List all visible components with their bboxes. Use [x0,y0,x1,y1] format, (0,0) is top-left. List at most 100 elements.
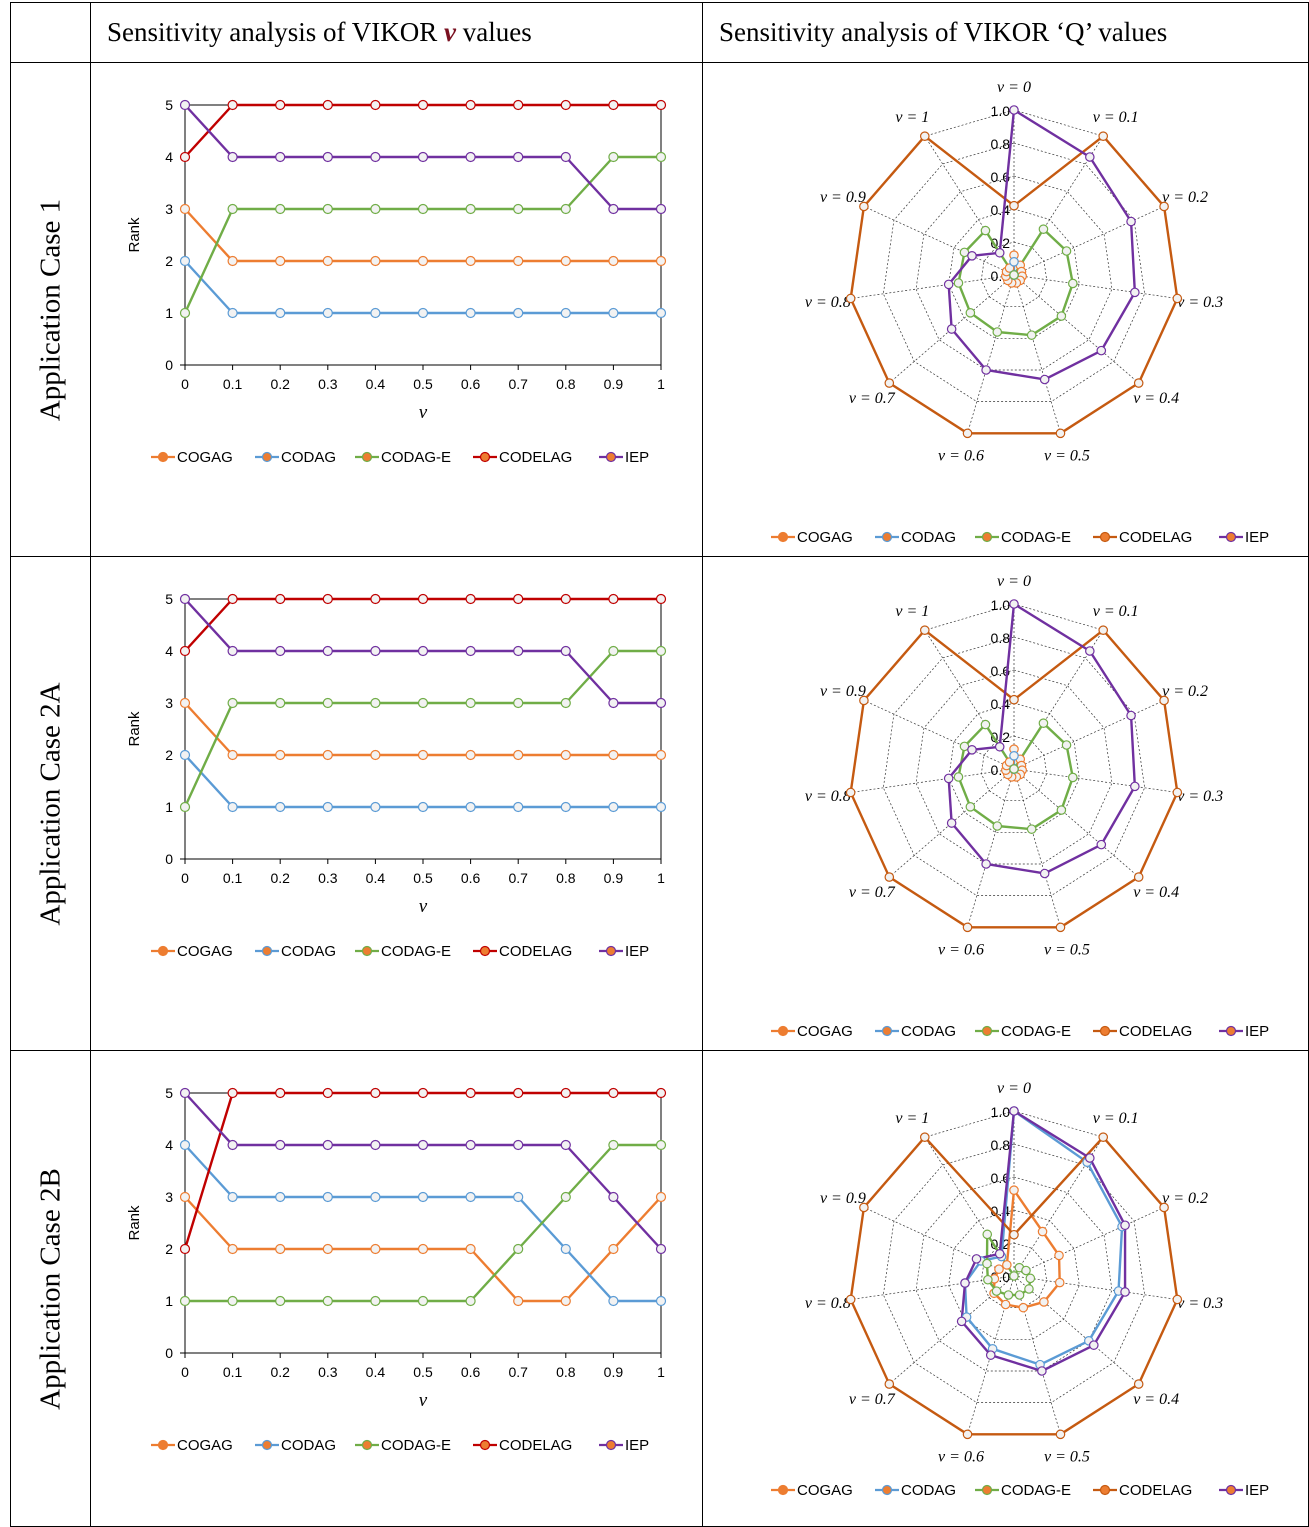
data-point-codelag [370,593,381,605]
radar-spoke [863,1207,1015,1277]
data-point-codag-e [179,801,191,813]
legend-label-codag-e: CODAG-E [1001,529,1071,546]
radar-point-codelag [845,787,856,798]
legend-marker-iep [605,1439,617,1451]
data-point-cogag [513,749,524,761]
data-point-iep [227,645,238,657]
x-tick-label: 0.5 [413,376,433,392]
legend-label-codelag: CODELAG [499,449,572,466]
data-point-codag [322,801,333,813]
x-tick-label: 1 [657,376,665,392]
radar-chart-cell: v = 0 v = 0.1 v = 0.2 v = 0.3 v = 0.4 v = 0.5… [702,1050,1309,1527]
radar-point-codelag [1009,694,1019,705]
radar-point-codag-e [1061,246,1072,256]
radar-point-codag-e [982,1258,992,1269]
x-tick-label: 0.7 [508,870,528,886]
data-point-codag-e [560,697,571,709]
data-point-codag-e [417,1295,429,1307]
radar-gridline [948,208,1080,339]
rank-line-chart: 0 1 2 3 4 5 0 0.1 0.2 0.3 0.4 0.5 0.6 0.7 0.8 0.9 1 Rank v… [126,1085,667,1454]
data-point-iep [417,645,429,657]
data-point-codag [227,1191,238,1203]
data-point-codelag [608,99,619,111]
data-point-cogag [417,255,429,267]
data-point-codag-e [275,1295,286,1307]
radar-point-iep [981,859,991,869]
legend-label-codag: CODAG [281,1437,336,1454]
data-point-iep [465,645,476,657]
radar-point-iep [1085,646,1095,656]
data-point-codag [513,1191,524,1203]
x-tick-label: 0 [181,870,189,886]
data-point-codag-e [417,697,429,709]
x-tick-label: 0.6 [461,1364,481,1380]
data-point-codelag [179,645,191,657]
radar-r-tick-label: 0.8 [991,136,1011,152]
radar-point-codag-e [983,1274,993,1285]
data-point-codelag [275,1087,286,1099]
data-point-cogag [608,749,619,761]
radar-axis-label: v = 0.4 [1133,1391,1179,1408]
radar-point-iep [1089,1340,1099,1350]
header-col2-tail: values [455,17,532,47]
data-point-cogag [322,255,333,267]
data-point-codag-e [655,1139,667,1151]
data-point-codelag [370,1087,381,1099]
y-tick-label: 3 [165,201,173,217]
x-tick-label: 0.4 [366,870,386,886]
data-point-codag [465,801,476,813]
radar-point-codelag [919,625,930,635]
radar-spoke [1013,1207,1165,1277]
radar-spoke [1013,206,1165,276]
radar-spoke [967,274,1015,434]
data-point-codag [275,801,286,813]
radar-axis-label: v = 0.6 [938,1448,984,1465]
legend-label-cogag: COGAG [797,1023,853,1040]
radar-point-codelag [919,1132,930,1142]
data-point-cogag [513,255,524,267]
radar-point-cogag [1009,1185,1019,1195]
radar-spoke [967,1275,1015,1435]
y-tick-label: 1 [165,305,173,321]
y-tick-label: 5 [165,97,173,113]
radar-point-codelag [1172,1294,1183,1305]
legend-marker-iep [1225,531,1237,543]
data-point-codag-e [513,203,524,215]
data-point-cogag [275,255,286,267]
radar-point-codelag [962,922,973,933]
x-tick-label: 0.6 [461,376,481,392]
radar-axis-label: v = 0.5 [1044,1448,1090,1465]
radar-axis-label: v = 0 [997,573,1031,590]
y-tick-label: 2 [165,253,173,269]
legend-label-codag-e: CODAG-E [381,449,451,466]
legend-marker-codag-e [981,531,993,543]
data-point-iep [227,151,238,163]
radar-point-iep [1039,374,1050,385]
data-point-codag [513,801,524,813]
data-point-codag-e [322,1295,333,1307]
rank-line-chart: 0 1 2 3 4 5 0 0.1 0.2 0.3 0.4 0.5 0.6 0.7 0.8 0.9 1 Rank v… [126,97,667,466]
legend-marker-codag [881,1484,893,1496]
series-line-codag [184,754,661,809]
legend-marker-codag-e [361,945,373,957]
legend-marker-codag [881,1025,893,1037]
data-point-iep [513,645,524,657]
radar-point-codelag [1098,1132,1109,1142]
radar-point-codag-e [1061,740,1072,750]
data-point-codag-e [513,697,524,709]
data-point-iep [655,1243,667,1255]
data-point-codag-e [370,203,381,215]
radar-point-iep [1120,1287,1130,1297]
data-point-codag [560,801,571,813]
data-point-codelag [513,1087,524,1099]
radar-point-codelag [1009,1229,1019,1240]
data-point-cogag [179,1191,191,1203]
radar-axis-label: v = 0 [997,1080,1031,1097]
series-line-codag [184,1144,661,1303]
data-point-iep [608,1191,619,1203]
radar-point-codelag [1055,428,1066,439]
radar-spoke [1013,1275,1139,1385]
rank-chart-cell: 0 1 2 3 4 5 0 0.1 0.2 0.3 0.4 0.5 0.6 0.7 0.8 0.9 1 Rank v… [90,1050,703,1527]
y-tick-label: 3 [165,695,173,711]
data-point-codelag [560,593,571,605]
